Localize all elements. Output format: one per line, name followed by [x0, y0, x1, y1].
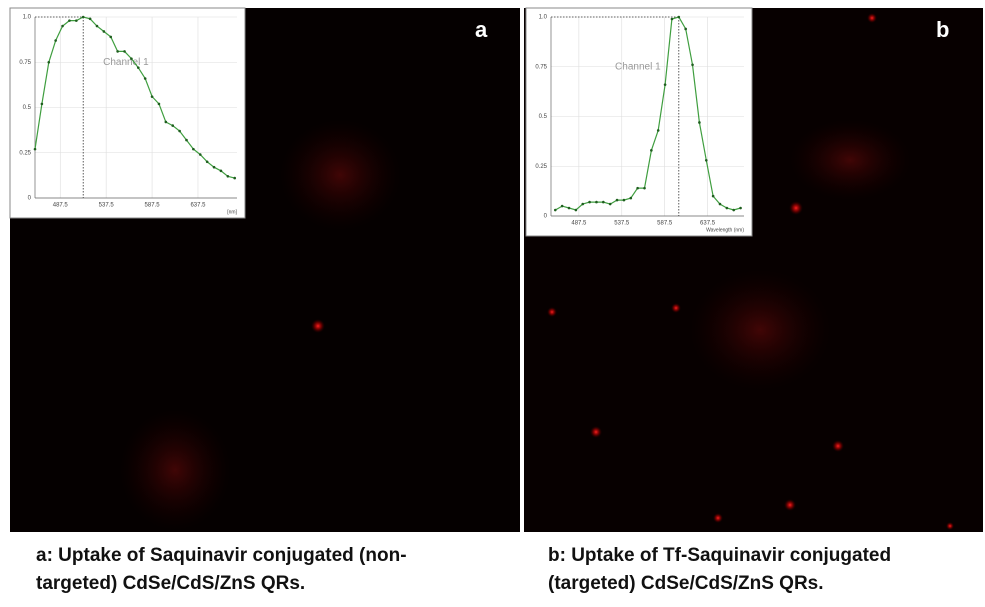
- data-point: [711, 194, 715, 198]
- y-tick-label: 0.25: [19, 150, 31, 156]
- data-point: [164, 120, 168, 124]
- data-point: [150, 95, 154, 98]
- panel-label: a: [475, 17, 488, 42]
- data-point: [581, 202, 585, 206]
- data-point: [602, 200, 605, 204]
- data-point: [226, 174, 230, 178]
- data-point: [643, 186, 646, 190]
- data-point: [739, 206, 742, 210]
- x-tick-label: 637.5: [190, 203, 206, 209]
- panel-label: b: [936, 17, 949, 42]
- data-point: [136, 66, 140, 69]
- data-point: [143, 77, 147, 80]
- data-point: [81, 15, 85, 19]
- data-point: [725, 206, 729, 210]
- data-point: [88, 17, 92, 21]
- data-point: [95, 24, 99, 28]
- caption: targeted) CdSe/CdS/ZnS QRs.: [36, 573, 305, 594]
- data-point: [704, 158, 708, 162]
- x-axis-label: Wavelength (nm): [706, 227, 744, 233]
- data-point: [102, 30, 106, 33]
- data-point: [567, 206, 571, 210]
- y-tick-label: 1.0: [539, 15, 548, 21]
- data-point: [47, 60, 51, 64]
- data-point: [663, 83, 667, 86]
- x-tick-label: 637.5: [700, 221, 716, 227]
- data-point: [656, 129, 660, 132]
- caption: (targeted) CdSe/CdS/ZnS QRs.: [548, 573, 824, 594]
- data-point: [40, 102, 44, 106]
- data-point: [650, 149, 653, 152]
- y-tick-label: 0: [28, 196, 32, 202]
- caption: a: Uptake of Saquinavir conjugated (non-: [36, 545, 407, 566]
- x-tick-label: 587.5: [145, 203, 161, 209]
- x-tick-label: 587.5: [657, 221, 673, 227]
- data-point: [109, 35, 113, 39]
- data-point: [33, 147, 37, 151]
- fluorescence: [120, 13, 954, 530]
- inset-chart: 0 0.25 0.5 0.75 1.0 487.5 537.5 587.5 637.5Wavel…: [525, 7, 753, 237]
- inset-chart: 0 0.25 0.5 0.75 1.0 487.5 537.5 587.5 637.5 [nm] C…: [9, 7, 246, 219]
- data-point: [670, 17, 674, 21]
- data-point: [698, 121, 701, 124]
- spectrum-line: [555, 16, 741, 211]
- data-point: [157, 102, 161, 106]
- y-tick-label: 0: [544, 214, 548, 220]
- data-point: [61, 24, 64, 28]
- data-point: [130, 57, 133, 60]
- y-tick-label: 0.5: [539, 114, 548, 120]
- data-point: [212, 165, 216, 169]
- x-tick-label: 487.5: [53, 203, 69, 209]
- y-tick-label: 0.25: [535, 164, 547, 170]
- data-point: [622, 198, 626, 202]
- data-point: [171, 124, 175, 127]
- data-point: [574, 208, 578, 212]
- x-axis-label: [nm]: [227, 209, 237, 215]
- data-point: [636, 186, 639, 190]
- y-tick-label: 0.75: [19, 60, 31, 66]
- data-point: [185, 138, 188, 142]
- data-point: [553, 208, 557, 212]
- data-point: [588, 200, 591, 204]
- y-tick-label: 0.5: [23, 105, 32, 111]
- data-point: [205, 160, 209, 164]
- y-tick-label: 0.75: [535, 64, 547, 70]
- data-point: [178, 129, 181, 133]
- x-tick-label: 487.5: [571, 221, 587, 227]
- data-point: [54, 39, 57, 42]
- data-point: [68, 19, 71, 22]
- inset-background: [9, 7, 246, 219]
- data-point: [718, 202, 722, 206]
- x-tick-label: 537.5: [614, 221, 630, 227]
- data-point: [198, 153, 202, 156]
- data-point: [629, 196, 633, 200]
- data-point: [684, 27, 687, 31]
- data-point: [123, 50, 126, 53]
- data-point: [233, 176, 237, 180]
- data-point: [219, 169, 223, 173]
- annotation: Channel 1: [615, 61, 661, 72]
- data-point: [116, 50, 119, 53]
- caption: b: Uptake of Tf-Saquinavir conjugated: [548, 545, 891, 566]
- x-tick-label: 537.5: [99, 203, 115, 209]
- data-point: [677, 15, 681, 19]
- data-point: [691, 63, 694, 67]
- data-point: [192, 147, 195, 151]
- data-point: [595, 200, 598, 204]
- data-point: [75, 19, 78, 22]
- data-point: [732, 208, 736, 212]
- data-point: [608, 202, 612, 206]
- data-point: [615, 198, 619, 202]
- spectrum-line: [34, 16, 235, 179]
- annotation: Channel 1: [103, 57, 149, 68]
- y-tick-label: 1.0: [23, 15, 32, 21]
- data-point: [560, 204, 564, 208]
